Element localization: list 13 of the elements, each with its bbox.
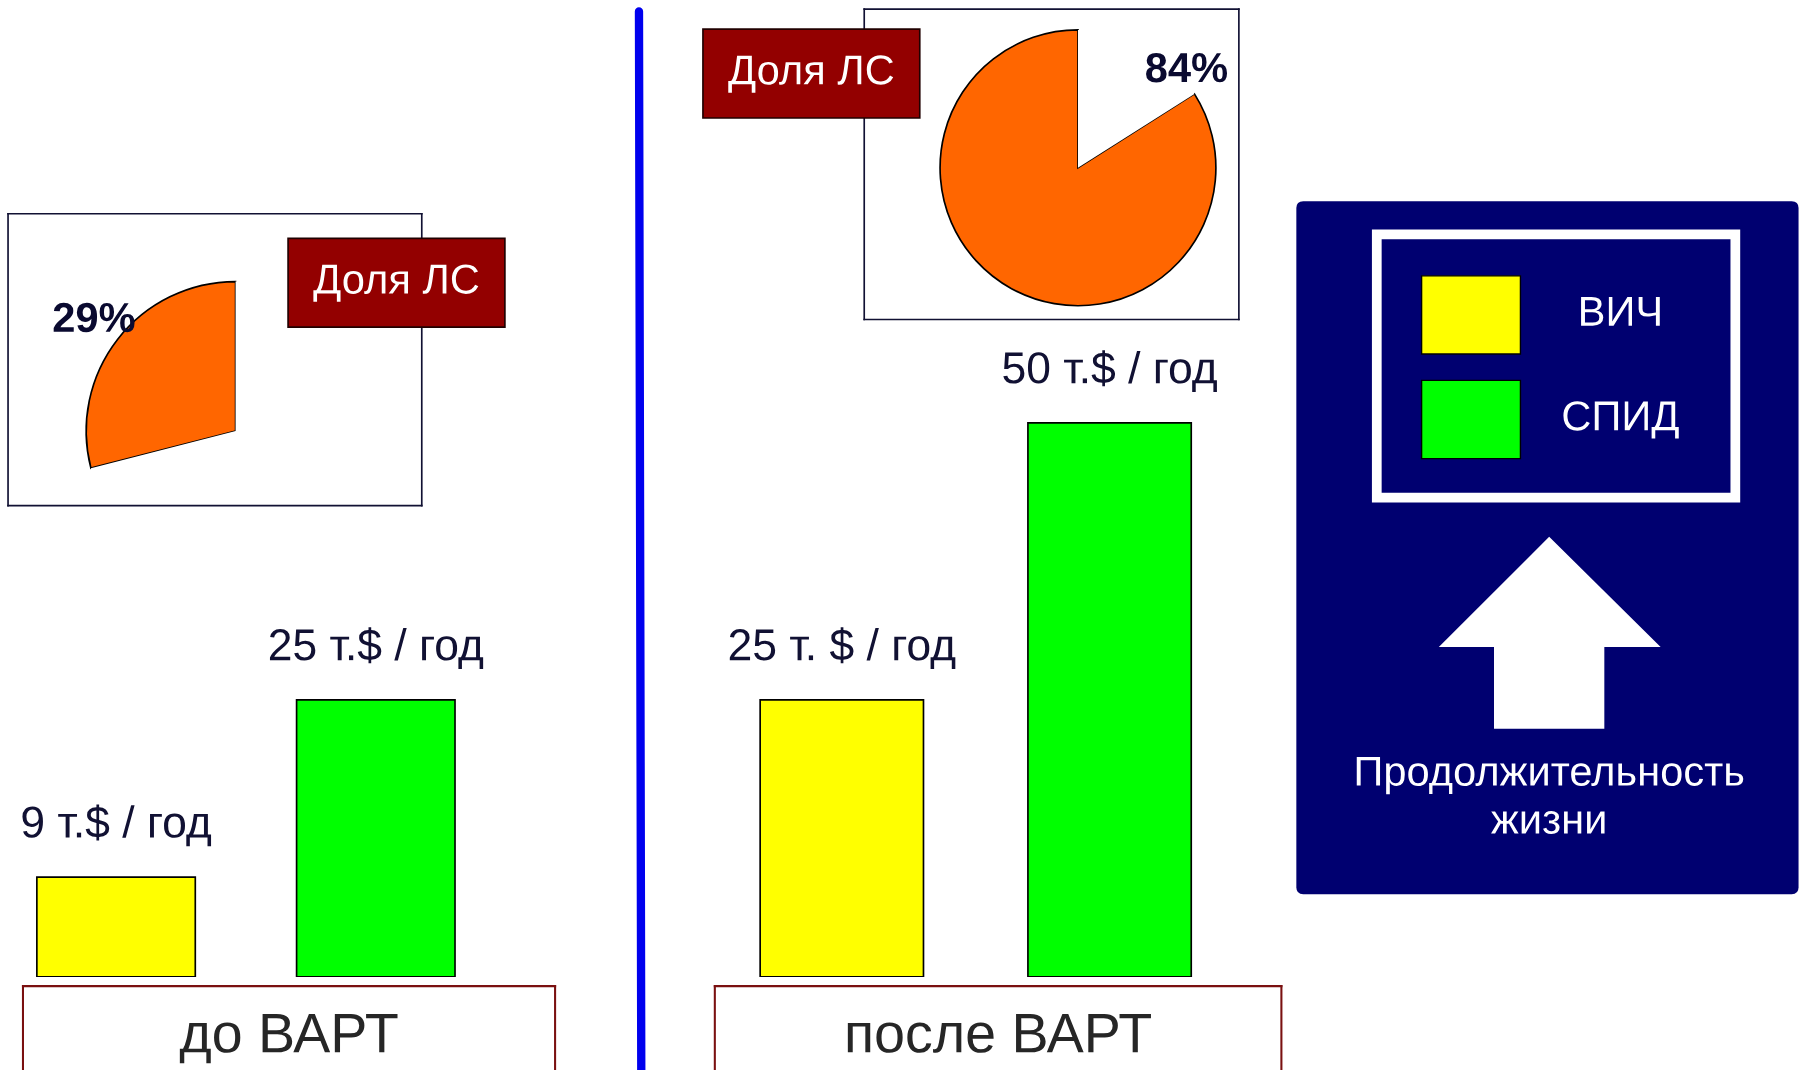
data-label: 50 т.$ / год: [1003, 350, 1217, 393]
text: Продолжительность жизни: [1356, 756, 1744, 834]
x-axis-title: до ВАРТ: [179, 1014, 398, 1064]
text: Доля ЛС: [728, 55, 894, 93]
data-label: 25 т.$ / год: [269, 627, 484, 669]
x-axis-title: после ВАРТ: [847, 1014, 1151, 1053]
data-label: 9 т.$ / год: [22, 804, 212, 847]
data-label: 29%: [53, 302, 135, 333]
data-label: 25 т. $ / год: [729, 627, 956, 669]
category-label: СПИД: [1563, 401, 1679, 439]
category-label: ВИЧ: [1581, 297, 1660, 326]
data-label: 84%: [1146, 52, 1228, 83]
text: Доля ЛС: [313, 264, 479, 302]
